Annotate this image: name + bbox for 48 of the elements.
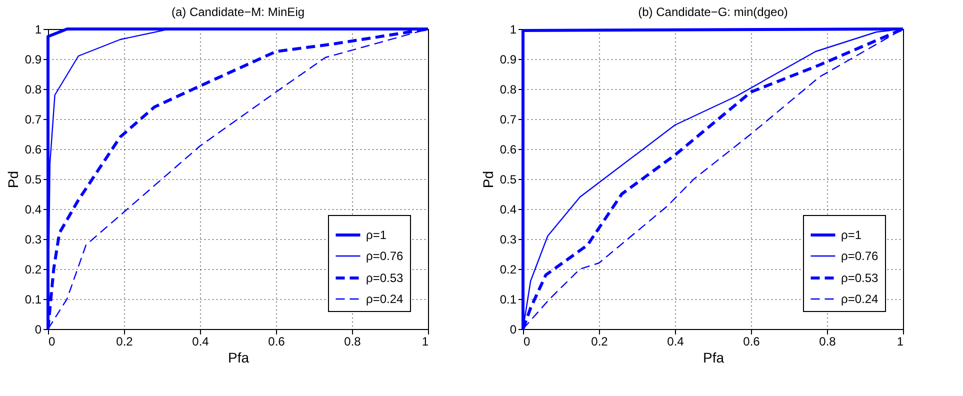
legend-label: ρ=1 — [366, 228, 387, 242]
x-tick-label: 1 — [422, 334, 429, 348]
x-tick-label: 0.2 — [116, 334, 134, 348]
x-tick-label: 0.4 — [192, 334, 210, 348]
y-tick-label: 0.6 — [500, 142, 517, 156]
y-tick-label: 0.7 — [24, 112, 42, 126]
y-tick-label: 1 — [34, 22, 42, 36]
x-tick-label: 0 — [524, 334, 530, 348]
legend-label: ρ=0.76 — [366, 249, 404, 263]
y-tick-label: 0.5 — [500, 172, 517, 186]
x-tick-label: 0.8 — [344, 334, 362, 348]
x-tick-label: 0.2 — [591, 334, 608, 348]
legend-label: ρ=0.76 — [841, 249, 879, 263]
y-tick-label: 0 — [510, 322, 517, 336]
x-tick-label: 0.6 — [268, 334, 286, 348]
x-tick-label: 0.4 — [667, 334, 684, 348]
y-tick-label: 0.6 — [24, 142, 42, 156]
legend-label: ρ=1 — [841, 228, 862, 242]
x-tick-label: 1 — [896, 334, 904, 348]
y-tick-label: 0.1 — [500, 292, 517, 306]
legend-label: ρ=0.53 — [366, 271, 404, 285]
y-tick-label: 0.9 — [24, 52, 42, 66]
chart-title: (a) Candidate−M: MinEig — [171, 5, 305, 19]
x-tick-label: 0.6 — [743, 334, 760, 348]
y-tick-label: 0.3 — [500, 232, 517, 246]
y-tick-label: 0 — [34, 322, 42, 336]
y-tick-label: 0.4 — [500, 202, 517, 216]
x-tick-label: 0 — [48, 334, 56, 348]
legend-label: ρ=0.24 — [366, 292, 404, 306]
y-tick-label: 1 — [510, 22, 517, 36]
legend-label: ρ=0.53 — [841, 271, 879, 285]
x-axis-title: Pfa — [702, 350, 724, 366]
y-tick-label: 0.8 — [500, 82, 517, 96]
y-tick-label: 0.2 — [24, 262, 42, 276]
y-tick-label: 0.8 — [24, 82, 42, 96]
y-tick-label: 0.1 — [24, 292, 42, 306]
y-axis-title: Pd — [480, 170, 496, 188]
y-tick-label: 0.4 — [24, 202, 42, 216]
y-tick-label: 0.9 — [500, 52, 517, 66]
y-tick-label: 0.2 — [500, 262, 517, 276]
y-tick-label: 0.5 — [24, 172, 42, 186]
x-tick-label: 0.8 — [819, 334, 836, 348]
legend-label: ρ=0.24 — [841, 292, 879, 306]
x-axis-title: Pfa — [228, 350, 250, 366]
y-tick-label: 0.7 — [500, 112, 517, 126]
y-axis-title: Pd — [4, 170, 21, 188]
y-tick-label: 0.3 — [24, 232, 42, 246]
chart-title: (b) Candidate−G: min(dgeo) — [638, 5, 788, 19]
